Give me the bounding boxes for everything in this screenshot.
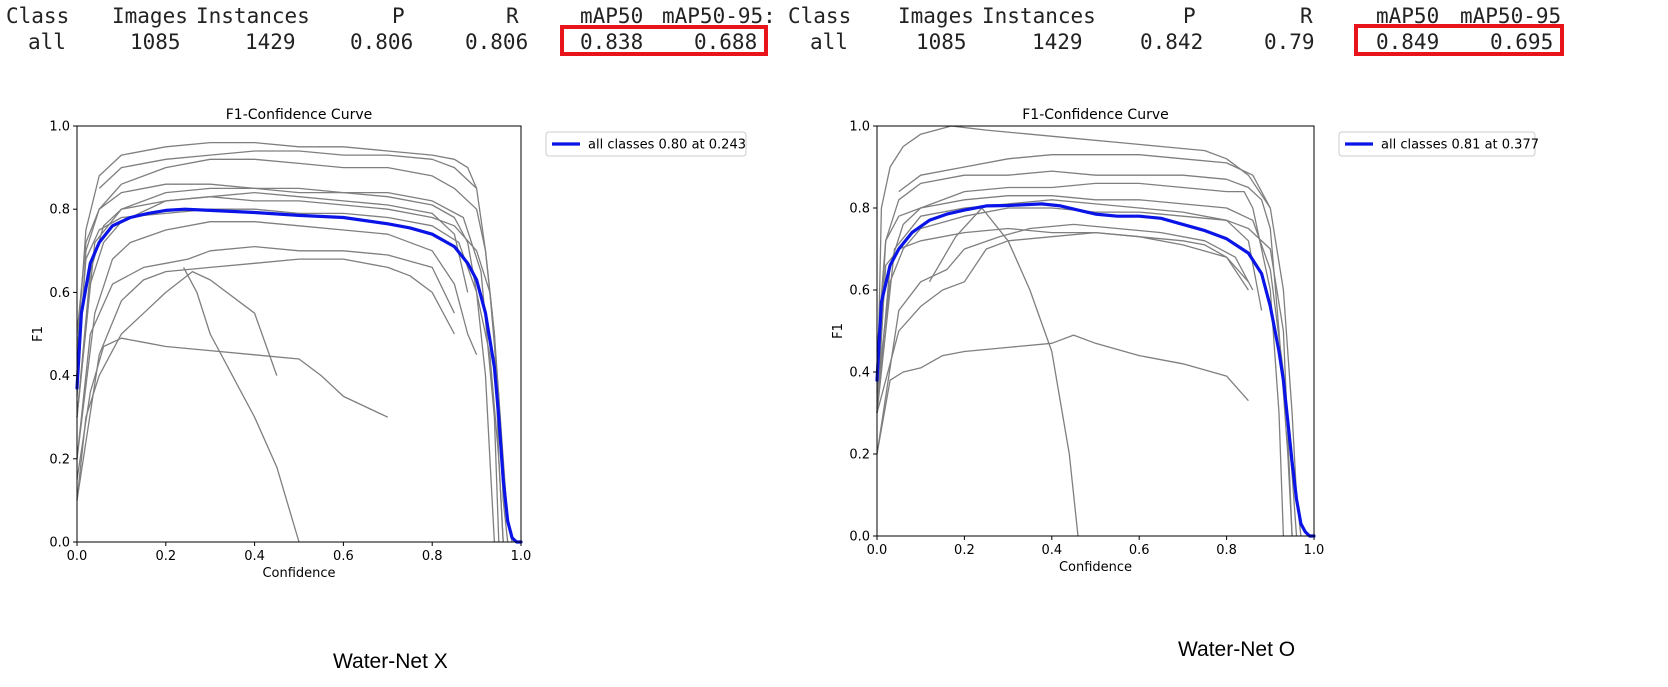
x-tick-label: 0.6: [333, 549, 354, 564]
class-curve-1: [876, 125, 1302, 537]
class-curve-5: [76, 208, 504, 543]
value-map50-95-1: 0.688: [694, 30, 758, 54]
class-curve-12: [183, 267, 300, 543]
caption-water-net-x: Water-Net X: [333, 650, 448, 673]
header-r-1: R: [506, 4, 519, 28]
class-curve-12: [876, 223, 1254, 455]
chart-title: F1-Confidence Curve: [1022, 107, 1168, 123]
y-tick-label: 0.2: [849, 448, 870, 463]
legend-box: [545, 131, 747, 157]
class-curve-5: [876, 195, 1298, 537]
header-class-2: Class: [788, 4, 852, 28]
highlight-box-1: [560, 25, 768, 56]
header-p-1: P: [392, 4, 405, 28]
value-r-1: 0.806: [465, 30, 529, 54]
value-map50-1: 0.838: [580, 30, 644, 54]
value-images-2: 1085: [916, 30, 967, 54]
class-curve-11: [76, 337, 389, 480]
value-p-1: 0.806: [350, 30, 414, 54]
y-tick-label: 0.6: [49, 286, 70, 301]
y-tick-label: 1.0: [849, 120, 870, 135]
class-curve-6: [876, 231, 1249, 414]
legend-label: all classes 0.81 at 0.377: [1381, 138, 1539, 153]
f1-confidence-chart-water-net-x: F1-Confidence Curve 0.0 0.2 0.4 0.6 0.8 1.0 0.0…: [31, 107, 747, 581]
class-curve-2: [76, 158, 504, 543]
caption-water-net-o: Water-Net O: [1178, 638, 1296, 661]
header-map50-1: mAP50: [580, 4, 644, 28]
x-tick-label: 1.0: [1304, 543, 1325, 558]
header-instances-1: Instances: [196, 4, 310, 28]
class-curve-7: [876, 227, 1249, 414]
x-tick-label: 0.8: [1216, 543, 1237, 558]
x-tick-label: 0.2: [155, 549, 176, 564]
y-tick-label: 0.2: [49, 452, 70, 467]
header-instances-2: Instances: [982, 4, 1096, 28]
x-tick-label: 0.8: [422, 549, 443, 564]
legend-label: all classes 0.80 at 0.243: [588, 138, 746, 153]
class-curve-8: [876, 334, 1249, 455]
value-images-1: 1085: [130, 30, 181, 54]
value-map50-2: 0.849: [1376, 30, 1440, 54]
header-p-2: P: [1183, 4, 1196, 28]
x-tick-label: 0.2: [954, 543, 975, 558]
class-curve-14: [76, 191, 469, 418]
class-curve-2: [876, 170, 1293, 537]
header-r-2: R: [1300, 4, 1313, 28]
x-axis-label: Confidence: [262, 566, 335, 581]
class-curve-10: [76, 270, 278, 501]
value-class-1: all: [28, 30, 66, 54]
plot-frame: [76, 125, 522, 543]
header-images-1: Images: [112, 4, 188, 28]
metrics-summary: Class Images Instances P R mAP50 mAP50-9…: [0, 0, 1668, 60]
x-tick-label: 0.4: [1041, 543, 1062, 558]
chart-title: F1-Confidence Curve: [226, 107, 372, 123]
class-curve-9: [928, 207, 1079, 537]
value-class-2: all: [810, 30, 848, 54]
x-tick-label: 0.0: [867, 543, 888, 558]
class-curve-13: [98, 150, 478, 189]
y-tick-label: 0.0: [849, 530, 870, 545]
all-classes-curve: [75, 207, 523, 544]
class-curve-6: [76, 221, 478, 459]
value-instances-2: 1429: [1032, 30, 1083, 54]
y-tick-label: 0.4: [49, 369, 70, 384]
class-curve-10: [898, 154, 1271, 209]
y-tick-label: 0.0: [49, 536, 70, 551]
plot-frame: [876, 125, 1315, 537]
header-map50-95-1: mAP50-95:: [662, 4, 776, 28]
y-tick-label: 1.0: [49, 120, 70, 135]
value-map50-95-2: 0.695: [1490, 30, 1554, 54]
highlight-box-2: [1354, 24, 1564, 56]
class-curve-8: [76, 258, 455, 501]
value-p-2: 0.842: [1140, 30, 1204, 54]
class-curve-4: [876, 207, 1293, 537]
header-class-1: Class: [6, 4, 70, 28]
f1-confidence-chart-water-net-o: F1-Confidence Curve 0.0 0.2 0.4 0.6 0.8 1.0 0.0…: [831, 107, 1539, 575]
class-curve-11: [876, 199, 1263, 414]
all-classes-curve: [875, 202, 1316, 538]
x-tick-label: 0.4: [244, 549, 265, 564]
value-instances-1: 1429: [245, 30, 296, 54]
x-tick-label: 0.6: [1129, 543, 1150, 558]
class-curve-3: [876, 182, 1285, 537]
x-tick-label: 0.0: [67, 549, 88, 564]
y-tick-label: 0.6: [849, 284, 870, 299]
y-tick-label: 0.4: [849, 366, 870, 381]
x-tick-label: 1.0: [511, 549, 532, 564]
class-curve-7: [76, 183, 500, 543]
y-axis-label: F1: [831, 323, 846, 339]
class-curve-4: [76, 196, 509, 543]
y-tick-label: 0.8: [49, 203, 70, 218]
y-axis-label: F1: [31, 326, 46, 342]
header-images-2: Images: [898, 4, 974, 28]
legend-box: [1338, 131, 1536, 157]
value-r-2: 0.79: [1264, 30, 1315, 54]
class-curve-9: [76, 245, 455, 459]
class-curve-3: [76, 187, 496, 543]
y-tick-label: 0.8: [849, 202, 870, 217]
x-axis-label: Confidence: [1059, 560, 1132, 575]
